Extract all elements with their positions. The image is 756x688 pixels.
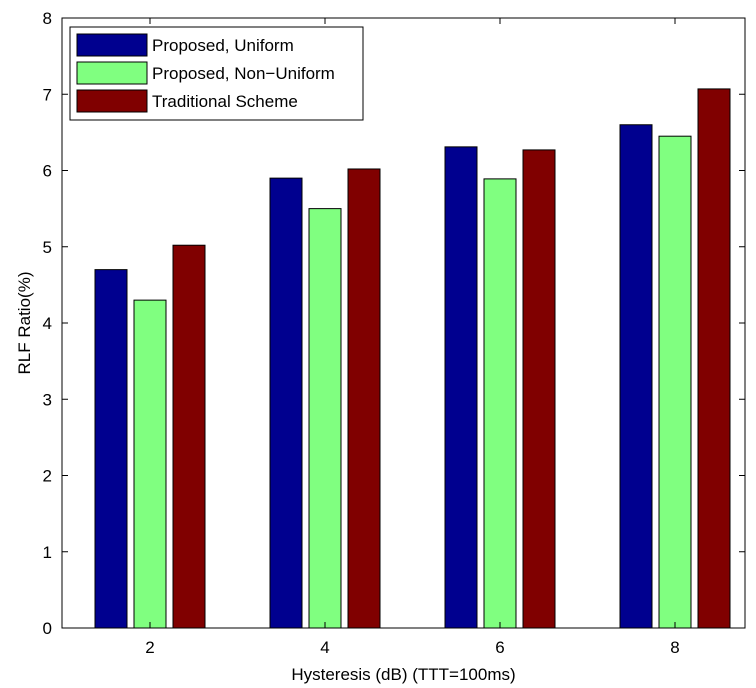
bar-3-cat-4 [347, 168, 381, 629]
legend-swatch-2 [76, 61, 148, 85]
bar-1-cat-8 [619, 124, 653, 629]
bar-1-cat-6 [444, 146, 478, 629]
x-tick-label: 4 [320, 638, 329, 657]
y-tick-label: 1 [43, 543, 52, 562]
y-tick-label: 0 [43, 619, 52, 638]
legend-swatch-1 [76, 33, 148, 57]
x-tick-label: 2 [145, 638, 154, 657]
bar-2-cat-4 [308, 208, 342, 629]
bar-2-cat-6 [483, 178, 517, 629]
bar-3-cat-2 [172, 244, 206, 629]
bar-3-cat-8 [697, 88, 731, 629]
legend-swatch-3 [76, 89, 148, 113]
bar-1-cat-4 [269, 177, 303, 629]
y-tick-label: 8 [43, 9, 52, 28]
bar-3-cat-6 [522, 149, 556, 629]
y-tick-label: 6 [43, 162, 52, 181]
bar-2-cat-8 [658, 135, 692, 629]
x-tick-label: 8 [670, 638, 679, 657]
y-tick-label: 5 [43, 238, 52, 257]
x-tick-label: 6 [495, 638, 504, 657]
legend: Proposed, Uniform Proposed, Non−Uniform Tr… [69, 26, 364, 121]
legend-label-1: Proposed, Uniform [152, 36, 294, 55]
ticks-group: 0 1 2 3 4 5 6 7 8 2 4 6 8 [43, 9, 745, 657]
bar-2-cat-2 [133, 299, 167, 629]
bar-1-cat-2 [94, 269, 128, 629]
legend-label-3: Traditional Scheme [152, 92, 298, 111]
bars-group [94, 88, 731, 629]
y-tick-label: 7 [43, 85, 52, 104]
y-tick-label: 2 [43, 467, 52, 486]
legend-label-2: Proposed, Non−Uniform [152, 64, 335, 83]
y-tick-label: 3 [43, 390, 52, 409]
y-tick-label: 4 [43, 314, 52, 333]
x-axis-label: Hysteresis (dB) (TTT=100ms) [291, 665, 515, 684]
y-axis-label: RLF Ratio(%) [15, 272, 34, 375]
legend-items: Proposed, Uniform Proposed, Non−Uniform Tr… [76, 33, 335, 113]
